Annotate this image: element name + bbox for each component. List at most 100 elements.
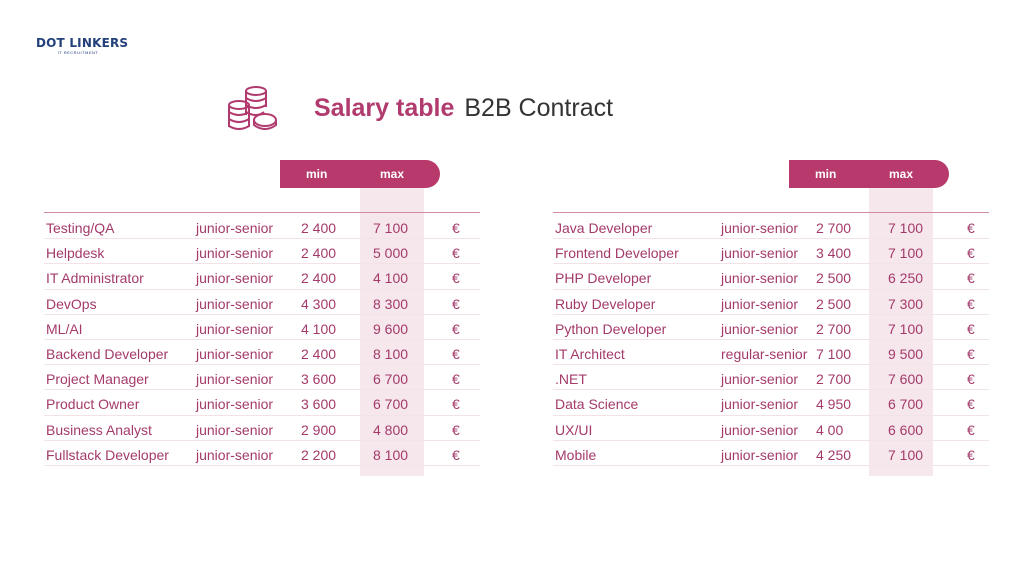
title-main: Salary table (314, 94, 455, 122)
level-cell: junior-senior (196, 245, 274, 262)
currency-cell: € (967, 220, 975, 236)
role-cell: Python Developer (555, 320, 667, 337)
role-cell: PHP Developer (555, 270, 652, 287)
min-cell: 2 400 (301, 245, 337, 262)
table-row: Mobile junior-senior 4 250 7 100 € (553, 441, 989, 466)
min-cell: 4 00 (816, 421, 844, 438)
min-cell: 4 300 (301, 295, 337, 312)
min-cell: 2 400 (301, 220, 337, 236)
level-cell: junior-senior (721, 446, 799, 463)
max-cell: 9 500 (888, 345, 924, 362)
level-cell: junior-senior (196, 345, 274, 362)
level-cell: regular-senior (721, 345, 808, 362)
currency-cell: € (452, 220, 460, 236)
table-row: Frontend Developer junior-senior 3 400 7 10… (553, 239, 989, 265)
min-cell: 3 600 (301, 396, 337, 413)
role-cell: UX/UI (555, 421, 593, 438)
min-cell: 2 500 (816, 295, 852, 312)
max-cell: 7 100 (888, 446, 924, 463)
role-cell: Data Science (555, 396, 639, 413)
currency-cell: € (452, 245, 460, 262)
max-cell: 6 700 (373, 396, 409, 413)
min-cell: 3 400 (816, 245, 852, 262)
table-row: IT Architect regular-senior 7 100 9 500 € (553, 340, 989, 366)
table-row: Ruby Developer junior-senior 2 500 7 300 € (553, 290, 989, 315)
table-row: Data Science junior-senior 4 950 6 700 € (553, 390, 989, 416)
max-cell: 7 100 (888, 220, 924, 236)
level-cell: junior-senior (721, 270, 799, 287)
role-cell: .NET (555, 371, 587, 388)
level-cell: junior-senior (721, 320, 799, 337)
title-sub: B2B Contract (464, 94, 614, 122)
page-title: Salary table B2B Contract (314, 94, 613, 123)
role-cell: Ruby Developer (555, 295, 656, 312)
role-cell: Mobile (555, 446, 597, 463)
table-row: DevOps junior-senior 4 300 8 300 € (44, 290, 480, 315)
currency-cell: € (452, 421, 460, 438)
min-cell: 2 200 (301, 446, 337, 463)
role-cell: Testing/QA (46, 220, 115, 236)
level-cell: junior-senior (196, 270, 274, 287)
min-cell: 3 600 (301, 371, 337, 388)
brand-logo: DOT LINKERS IT RECRUITMENT (36, 36, 129, 56)
table-row: Fullstack Developer junior-senior 2 200 8 1… (44, 441, 480, 466)
min-cell: 2 700 (816, 371, 852, 388)
currency-cell: € (967, 345, 975, 362)
currency-cell: € (967, 270, 975, 287)
max-column-highlight (360, 188, 424, 476)
table-row: Testing/QA junior-senior 2 400 7 100 € (44, 214, 480, 240)
min-cell: 2 400 (301, 270, 337, 287)
table-rows: Testing/QA junior-senior 2 400 7 100 € Helpde… (44, 214, 480, 466)
max-cell: 9 600 (373, 320, 409, 337)
max-cell: 7 300 (888, 295, 924, 312)
table-row: Project Manager junior-senior 3 600 6 700 € (44, 365, 480, 391)
role-cell: DevOps (46, 295, 97, 312)
role-cell: IT Architect (555, 345, 625, 362)
brand-name: DOT LINKERS (36, 36, 129, 50)
min-cell: 2 400 (301, 345, 337, 362)
coins-stack-icon (228, 86, 277, 130)
role-cell: Product Owner (46, 396, 140, 413)
min-cell: 4 950 (816, 396, 852, 413)
level-cell: junior-senior (196, 396, 274, 413)
table-row: ML/AI junior-senior 4 100 9 600 € (44, 315, 480, 340)
currency-cell: € (967, 421, 975, 438)
header-max: max (889, 167, 914, 181)
role-cell: ML/AI (46, 320, 83, 337)
min-cell: 7 100 (816, 345, 852, 362)
table-header: min max (280, 160, 440, 188)
table-row: Business Analyst junior-senior 2 900 4 800 € (44, 416, 480, 441)
brand-tagline: IT RECRUITMENT (57, 50, 99, 55)
max-cell: 6 700 (373, 371, 409, 388)
max-cell: 6 250 (888, 270, 924, 287)
currency-cell: € (452, 345, 460, 362)
table-rows: Java Developer junior-senior 2 700 7 100 € Fr… (553, 214, 989, 466)
currency-cell: € (452, 270, 460, 287)
currency-cell: € (967, 295, 975, 312)
currency-cell: € (967, 320, 975, 337)
max-cell: 6 600 (888, 421, 924, 438)
table-row: Product Owner junior-senior 3 600 6 700 € (44, 390, 480, 416)
currency-cell: € (967, 446, 975, 463)
max-column-highlight (869, 188, 933, 476)
header-min: min (815, 167, 837, 181)
max-cell: 8 300 (373, 295, 409, 312)
divider (553, 212, 989, 213)
max-cell: 4 800 (373, 421, 409, 438)
level-cell: junior-senior (721, 396, 799, 413)
table-header: min max (789, 160, 949, 188)
role-cell: Project Manager (46, 371, 149, 388)
min-cell: 2 700 (816, 320, 852, 337)
max-cell: 5 000 (373, 245, 409, 262)
max-cell: 4 100 (373, 270, 409, 287)
min-cell: 2 900 (301, 421, 337, 438)
currency-cell: € (452, 396, 460, 413)
currency-cell: € (967, 371, 975, 388)
table-row: .NET junior-senior 2 700 7 600 € (553, 365, 989, 391)
level-cell: junior-senior (196, 446, 274, 463)
currency-cell: € (452, 446, 460, 463)
level-cell: junior-senior (196, 421, 274, 438)
level-cell: junior-senior (721, 371, 799, 388)
role-cell: Backend Developer (46, 345, 169, 362)
min-cell: 4 100 (301, 320, 337, 337)
